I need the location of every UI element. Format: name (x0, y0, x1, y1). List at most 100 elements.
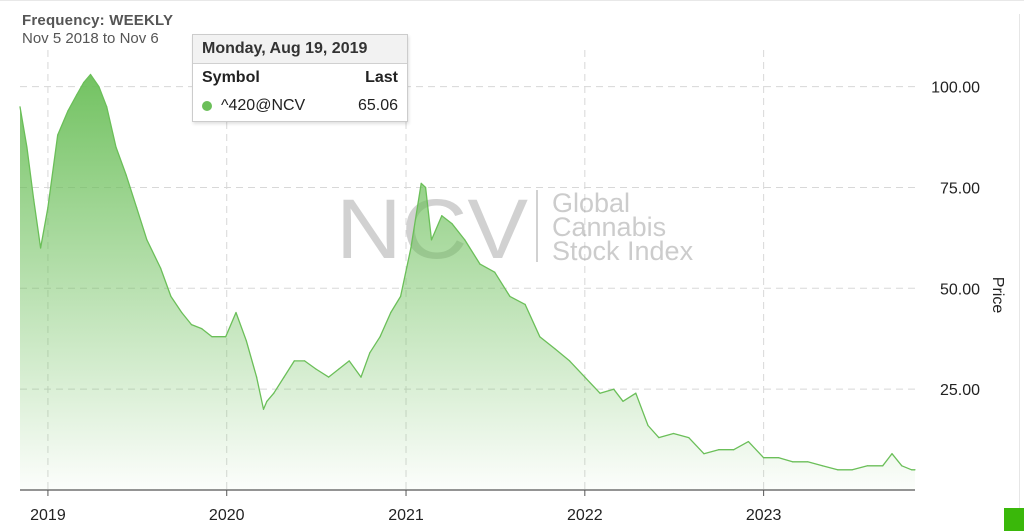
data-point (262, 408, 265, 410)
data-point (33, 199, 35, 201)
data-point (635, 392, 637, 394)
x-tick-label: 2021 (388, 507, 424, 524)
data-point (451, 223, 453, 225)
data-point (98, 86, 100, 88)
data-point (201, 328, 203, 330)
y-tick-label: 100.00 (931, 80, 980, 97)
data-point (688, 437, 690, 439)
watermark-line3: Stock Index (552, 236, 694, 266)
data-point (622, 400, 624, 402)
data-point (315, 368, 317, 370)
data-point (283, 376, 285, 378)
data-point (293, 360, 295, 362)
data-point (425, 186, 427, 189)
tooltip-last-value: 65.06 (357, 97, 398, 114)
data-point (703, 453, 705, 455)
data-point (245, 340, 247, 342)
data-point (89, 73, 92, 76)
data-point (256, 376, 258, 378)
ncv-watermark: NCV Global Cannabis Stock Index (336, 182, 694, 276)
tooltip-last-header: Last (365, 69, 398, 86)
data-point (47, 207, 49, 209)
data-point (379, 336, 381, 338)
data-point (160, 267, 162, 269)
data-point (225, 336, 227, 338)
data-point (369, 352, 371, 354)
tooltip-header-row: Symbol Last (193, 64, 407, 92)
data-point (807, 461, 809, 463)
date-range-label: Nov 5 2018 to Nov 6 (22, 30, 159, 47)
frequency-label: Frequency: WEEKLY (22, 12, 174, 29)
data-point (304, 360, 306, 362)
hover-tooltip: Monday, Aug 19, 2019 Symbol Last ^420@NC… (192, 34, 408, 122)
data-point (554, 348, 556, 350)
data-point (410, 247, 412, 249)
data-point (464, 239, 466, 241)
data-point (400, 295, 402, 297)
watermark-line1: Global (552, 188, 630, 218)
data-point (851, 469, 853, 471)
data-point (390, 311, 392, 314)
data-point (479, 263, 481, 265)
data-point (718, 449, 720, 451)
data-point (569, 360, 571, 362)
series-dot-icon (202, 101, 212, 111)
data-point (763, 457, 765, 459)
y-tick-label: 50.00 (940, 281, 980, 298)
data-point (672, 432, 675, 435)
tooltip-date: Monday, Aug 19, 2019 (193, 35, 407, 64)
data-point (235, 311, 237, 314)
data-point (658, 437, 660, 439)
data-point (57, 134, 59, 136)
data-point (914, 469, 916, 471)
data-point (67, 110, 69, 112)
chart-header: Frequency: WEEKLY Nov 5 2018 to Nov 6 (22, 12, 173, 47)
data-point (613, 388, 615, 390)
data-point (866, 465, 869, 467)
data-point (747, 441, 750, 443)
data-point (837, 469, 839, 471)
y-tick-label: 75.00 (940, 180, 980, 197)
data-point (328, 376, 330, 378)
y-axis-title: Price (989, 277, 1006, 314)
data-point (441, 215, 443, 217)
data-point (791, 461, 794, 463)
data-point (348, 360, 350, 362)
series-area (20, 74, 915, 490)
tooltip-series: ^420@NCV (202, 97, 305, 115)
plot-right-border (1019, 14, 1020, 514)
data-point (821, 465, 824, 467)
data-point (360, 376, 362, 378)
data-point (891, 453, 893, 455)
data-point (115, 146, 117, 148)
x-tick-label: 2019 (30, 507, 66, 524)
data-point (539, 336, 541, 338)
data-point (778, 457, 780, 459)
x-tick-label: 2022 (567, 507, 603, 524)
data-point (430, 239, 433, 241)
data-point (901, 465, 903, 467)
data-point (509, 295, 511, 297)
data-point (733, 449, 735, 451)
top-border (0, 0, 1024, 4)
tooltip-symbol: ^420@NCV (221, 97, 306, 114)
data-point (494, 271, 496, 273)
data-point (83, 82, 85, 84)
data-point (882, 465, 884, 467)
data-point (273, 392, 275, 394)
data-point (125, 174, 127, 176)
data-point (584, 376, 586, 378)
data-point (19, 106, 21, 108)
data-point (136, 207, 138, 209)
data-point (76, 94, 78, 96)
data-point (211, 336, 213, 338)
y-tick-label: 25.00 (940, 382, 980, 399)
data-point (190, 324, 193, 326)
data-point (524, 303, 526, 305)
data-point (181, 311, 183, 314)
data-point (266, 400, 268, 402)
data-point (146, 239, 148, 241)
data-point (338, 368, 340, 370)
data-point (647, 424, 649, 427)
